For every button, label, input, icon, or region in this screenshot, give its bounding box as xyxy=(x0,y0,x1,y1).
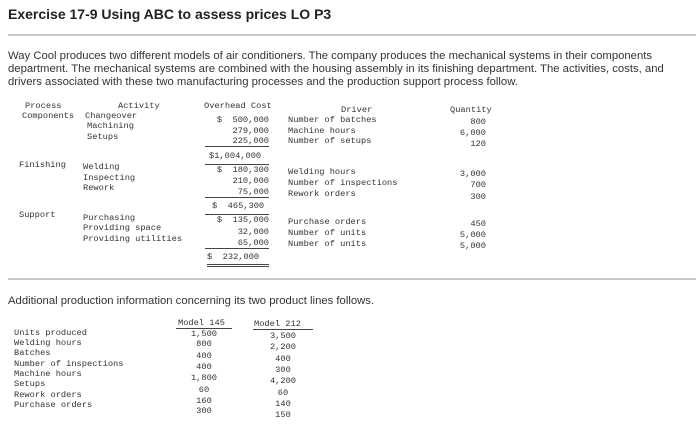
header-underline xyxy=(253,329,313,330)
driver-cell: Number of units xyxy=(288,228,367,238)
quantity-cell: 120 xyxy=(470,139,486,149)
cell-model-212: 2,200 xyxy=(269,342,297,352)
cell-model-212: 400 xyxy=(275,354,291,364)
cell-model-212: 4,200 xyxy=(269,376,297,386)
cell-model-212: 140 xyxy=(275,399,291,409)
driver-cell: Welding hours xyxy=(288,167,356,177)
process-components: Components xyxy=(22,111,75,121)
quantity-cell: 5,000 xyxy=(459,230,486,240)
cell-model-145: 1,800 xyxy=(190,373,218,383)
cost-cell: 279,000 xyxy=(232,126,270,136)
section-divider xyxy=(8,278,696,280)
row-label: Number of inspections xyxy=(14,359,124,369)
quantity-cell: 450 xyxy=(470,219,486,229)
process-finishing: Finishing xyxy=(19,160,66,170)
header-quantity: Quantity xyxy=(450,105,492,115)
cell-model-212: 300 xyxy=(275,365,291,375)
row-label: Setups xyxy=(14,379,46,389)
cost-cell: $ 180,300 xyxy=(205,164,269,175)
row-label: Units produced xyxy=(14,328,87,338)
quantity-cell: 3,000 xyxy=(459,169,486,179)
cost-total: $ 232,000 xyxy=(207,252,260,262)
row-label: Purchase orders xyxy=(14,400,93,410)
activity-label: Providing utilities xyxy=(83,234,183,244)
cell-model-145: 800 xyxy=(196,339,212,349)
quantity-cell: 5,000 xyxy=(459,241,486,251)
cell-model-212: 150 xyxy=(275,410,291,420)
activity-label: Purchasing xyxy=(83,213,136,223)
header-model-145: Model 145 xyxy=(178,318,225,328)
row-label: Machine hours xyxy=(14,369,82,379)
grand-total-underline xyxy=(207,264,269,267)
additional-info-text: Additional production information concer… xyxy=(8,295,375,307)
cost-cell: $ 135,000 xyxy=(205,214,269,225)
quantity-cell: 300 xyxy=(470,192,486,202)
row-label: Batches xyxy=(14,348,51,358)
header-underline xyxy=(176,328,232,329)
quantity-cell: 700 xyxy=(470,180,486,190)
quantity-cell: 800 xyxy=(470,117,486,127)
driver-cell: Machine hours xyxy=(288,126,356,136)
cost-cell: 225,000 xyxy=(205,136,269,148)
cost-cell: $ 500,000 xyxy=(216,115,269,125)
header-process: Process xyxy=(25,101,62,111)
cell-model-145: 400 xyxy=(196,351,212,361)
activity-label: Providing space xyxy=(83,223,162,233)
cell-model-212: 60 xyxy=(277,388,289,398)
row-label: Welding hours xyxy=(14,338,82,348)
process-support: Support xyxy=(19,210,56,220)
cost-cell: 210,000 xyxy=(232,176,270,186)
quantity-cell: 6,000 xyxy=(459,128,486,138)
driver-cell: Purchase orders xyxy=(288,217,367,227)
page-title: Exercise 17-9 Using ABC to assess prices… xyxy=(8,6,332,22)
cost-cell: 65,000 xyxy=(205,238,269,250)
activity-label: Rework xyxy=(83,183,115,193)
header-model-212: Model 212 xyxy=(254,319,301,329)
cost-cell: 75,000 xyxy=(205,187,269,199)
cell-model-145: 400 xyxy=(196,362,212,372)
title-divider xyxy=(8,34,696,36)
cell-model-145: 300 xyxy=(196,406,212,416)
cost-total: $1,004,000 xyxy=(209,151,262,161)
driver-cell: Number of inspections xyxy=(288,178,398,188)
intro-paragraph: Way Cool produces two different models o… xyxy=(8,50,664,88)
driver-cell: Number of units xyxy=(288,239,367,249)
activity-label: Changeover xyxy=(85,111,138,121)
activity-label: Setups xyxy=(87,132,119,142)
cost-cell: 32,000 xyxy=(237,227,269,237)
header-activity: Activity xyxy=(118,101,160,111)
cell-model-145: 160 xyxy=(196,396,212,406)
driver-cell: Rework orders xyxy=(288,189,356,199)
row-label: Rework orders xyxy=(14,390,82,400)
activity-label: Welding xyxy=(83,162,120,172)
driver-cell: Number of setups xyxy=(288,136,372,146)
header-driver: Driver xyxy=(341,105,373,115)
activity-label: Machining xyxy=(87,121,134,131)
cell-model-145: 1,500 xyxy=(190,329,218,339)
cell-model-212: 3,500 xyxy=(269,331,297,341)
driver-cell: Number of batches xyxy=(288,115,377,125)
header-overhead-cost: Overhead Cost xyxy=(204,101,272,111)
activity-label: Inspecting xyxy=(83,173,136,183)
cost-total: $ 465,300 xyxy=(212,201,265,211)
cell-model-145: 60 xyxy=(198,385,210,395)
